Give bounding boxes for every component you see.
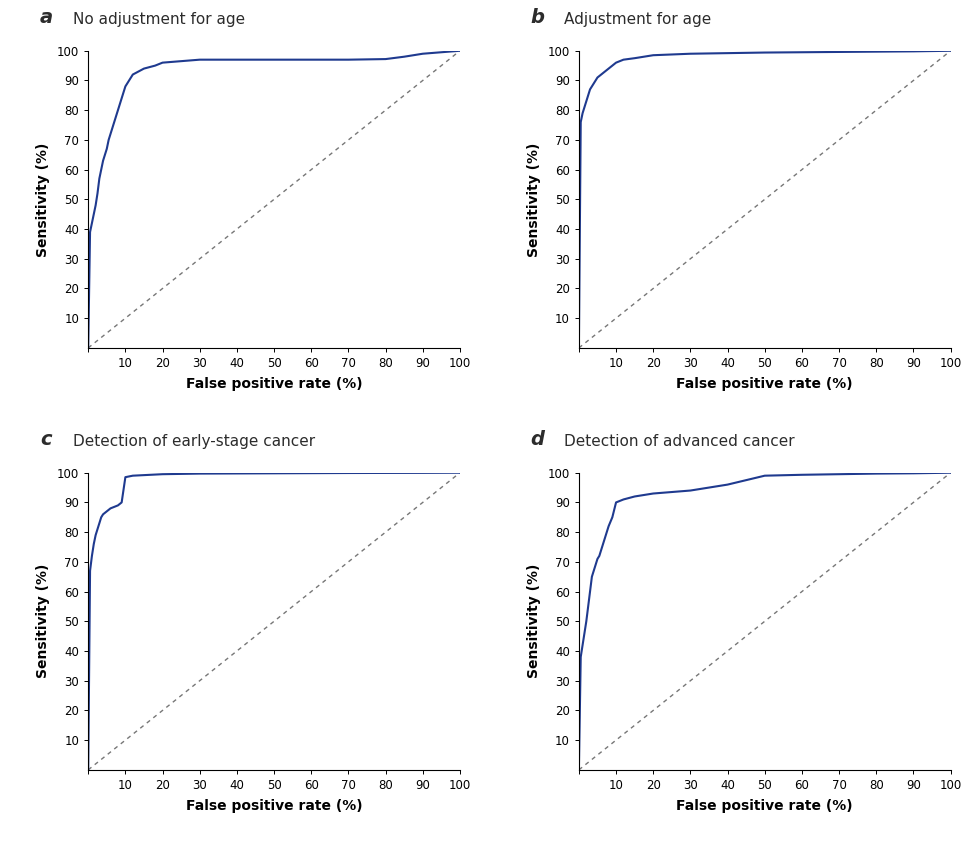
X-axis label: False positive rate (%): False positive rate (%) [676,799,853,813]
Text: d: d [530,430,545,449]
Y-axis label: Sensitivity (%): Sensitivity (%) [526,142,541,256]
Text: Detection of advanced cancer: Detection of advanced cancer [564,434,795,449]
X-axis label: False positive rate (%): False positive rate (%) [676,376,853,391]
Y-axis label: Sensitivity (%): Sensitivity (%) [36,564,50,678]
Text: No adjustment for age: No adjustment for age [74,12,245,27]
Text: Adjustment for age: Adjustment for age [564,12,711,27]
X-axis label: False positive rate (%): False positive rate (%) [186,799,363,813]
Y-axis label: Sensitivity (%): Sensitivity (%) [36,142,50,256]
X-axis label: False positive rate (%): False positive rate (%) [186,376,363,391]
Text: a: a [40,8,53,27]
Text: Detection of early-stage cancer: Detection of early-stage cancer [74,434,316,449]
Text: b: b [530,8,545,27]
Y-axis label: Sensitivity (%): Sensitivity (%) [526,564,541,678]
Text: c: c [40,430,51,449]
